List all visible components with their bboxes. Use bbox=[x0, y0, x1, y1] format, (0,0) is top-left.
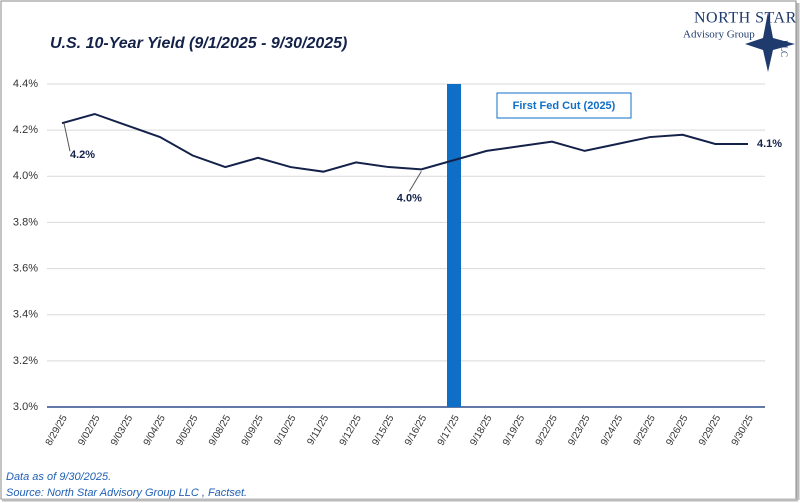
annotation-text: First Fed Cut (2025) bbox=[513, 100, 616, 112]
logo-star bbox=[745, 12, 795, 72]
y-tick-label: 4.2% bbox=[13, 124, 38, 136]
logo-name: North Star bbox=[694, 10, 797, 27]
y-tick-label: 3.6% bbox=[13, 262, 38, 274]
leader-line bbox=[63, 123, 71, 152]
y-tick-label: 3.8% bbox=[13, 216, 38, 228]
y-tick-label: 4.4% bbox=[13, 78, 38, 90]
y-tick-label: 3.2% bbox=[13, 355, 38, 367]
data-label: 4.0% bbox=[397, 192, 422, 204]
y-tick-label: 3.0% bbox=[13, 401, 38, 413]
line bbox=[61, 112, 748, 173]
data-label: 4.2% bbox=[70, 149, 95, 161]
chart-title: U.S. 10-Year Yield (9/1/2025 - 9/30/2025… bbox=[50, 35, 347, 52]
logo-subtitle: Advisory Group bbox=[683, 29, 755, 41]
annotation-box bbox=[496, 92, 632, 119]
note: Data as of 9/30/2025. bbox=[6, 471, 111, 483]
y-tick-label: 3.4% bbox=[13, 309, 38, 321]
y-tick-label: 4.0% bbox=[13, 170, 38, 182]
annotation-bar bbox=[447, 84, 461, 407]
logo-suffix: LLC bbox=[779, 40, 789, 57]
note: Source: North Star Advisory Group LLC , … bbox=[6, 487, 247, 499]
logo: North Star Advisory Group LLC bbox=[683, 10, 797, 72]
leader-line bbox=[408, 171, 422, 192]
data-label: 4.1% bbox=[757, 138, 782, 150]
